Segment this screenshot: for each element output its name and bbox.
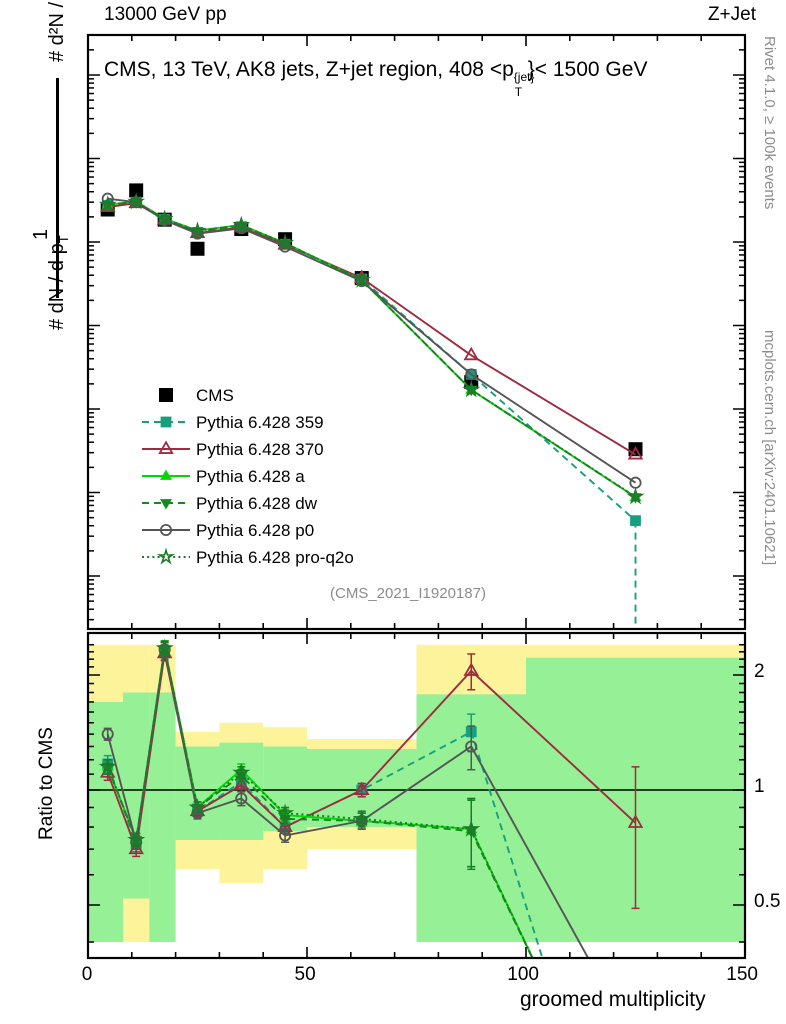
legend-item-pq2o[interactable]: Pythia 6.428 pro-q2o [196, 548, 354, 567]
ratio-series-pq2o [98, 638, 481, 868]
legend-item-pa[interactable]: Pythia 6.428 a [196, 467, 305, 486]
xaxis-label: groomed multiplicity [520, 988, 706, 1011]
series-pq2o [98, 192, 645, 505]
plot-title-main: CMS, 13 TeV, AK8 jets, Z+jet region, 408… [104, 58, 514, 81]
plot-title-sup: {jet} [513, 70, 535, 84]
x-tick-3: 150 [726, 964, 758, 985]
legend: CMS Pythia 6.428 359 Pythia 6.428 370 Py… [196, 382, 354, 571]
legend-marker-cms [159, 388, 173, 402]
x-tick-1: 50 [294, 964, 316, 985]
series-pdw [101, 197, 642, 504]
ratio-series-group [98, 638, 644, 958]
legend-marker-p359 [160, 416, 172, 428]
plot-title-tail: }< 1500 GeV [527, 58, 648, 81]
legend-item-p370[interactable]: Pythia 6.428 370 [196, 440, 324, 459]
analysis-watermark: (CMS_2021_I1920187) [330, 585, 486, 602]
main-ylabel: # d²N / d pT dλ 1 # dN / d pT [0, 0, 71, 600]
main-panel-frame [86, 33, 747, 631]
series-pa [101, 195, 642, 502]
series-pp0 [101, 192, 642, 489]
beam-energy-label: 13000 GeV pp [104, 4, 227, 25]
main-x-ticks [87, 35, 746, 629]
legend-marker-pp0 [159, 523, 173, 537]
ratio-y-tick-right-1: 1 [754, 776, 765, 797]
plot-title: CMS, 13 TeV, AK8 jets, Z+jet region, 408… [104, 58, 648, 99]
plot-title-sub: T [514, 85, 523, 99]
legend-marker-pa [160, 469, 172, 480]
ratio-panel-frame [86, 631, 747, 960]
series-p370 [99, 194, 644, 460]
ratio-uncertainty-bands [88, 644, 745, 943]
legend-marker-pq2o [156, 547, 176, 565]
legend-item-pdw[interactable]: Pythia 6.428 dw [196, 494, 317, 513]
legend-glyphs [142, 388, 190, 565]
ratio-y-tick-right-2: 0.5 [754, 891, 781, 912]
ratio-x-ticks [87, 633, 746, 958]
main-y-ticks [88, 49, 745, 621]
legend-item-pp0[interactable]: Pythia 6.428 p0 [196, 521, 315, 540]
region-label: Z+Jet [707, 4, 756, 25]
x-tick-0: 0 [81, 964, 93, 985]
fraction-bar [56, 78, 59, 298]
x-tick-2: 100 [507, 964, 539, 985]
legend-marker-p370 [158, 440, 174, 454]
legend-marker-pdw [160, 499, 172, 510]
legend-item-cms[interactable]: CMS [196, 386, 234, 405]
ratio-y-ticks [88, 644, 745, 943]
ratio-y-tick-right-0: 2 [754, 661, 765, 682]
main-series-group [98, 183, 645, 629]
legend-item-p359[interactable]: Pythia 6.428 359 [196, 413, 324, 432]
